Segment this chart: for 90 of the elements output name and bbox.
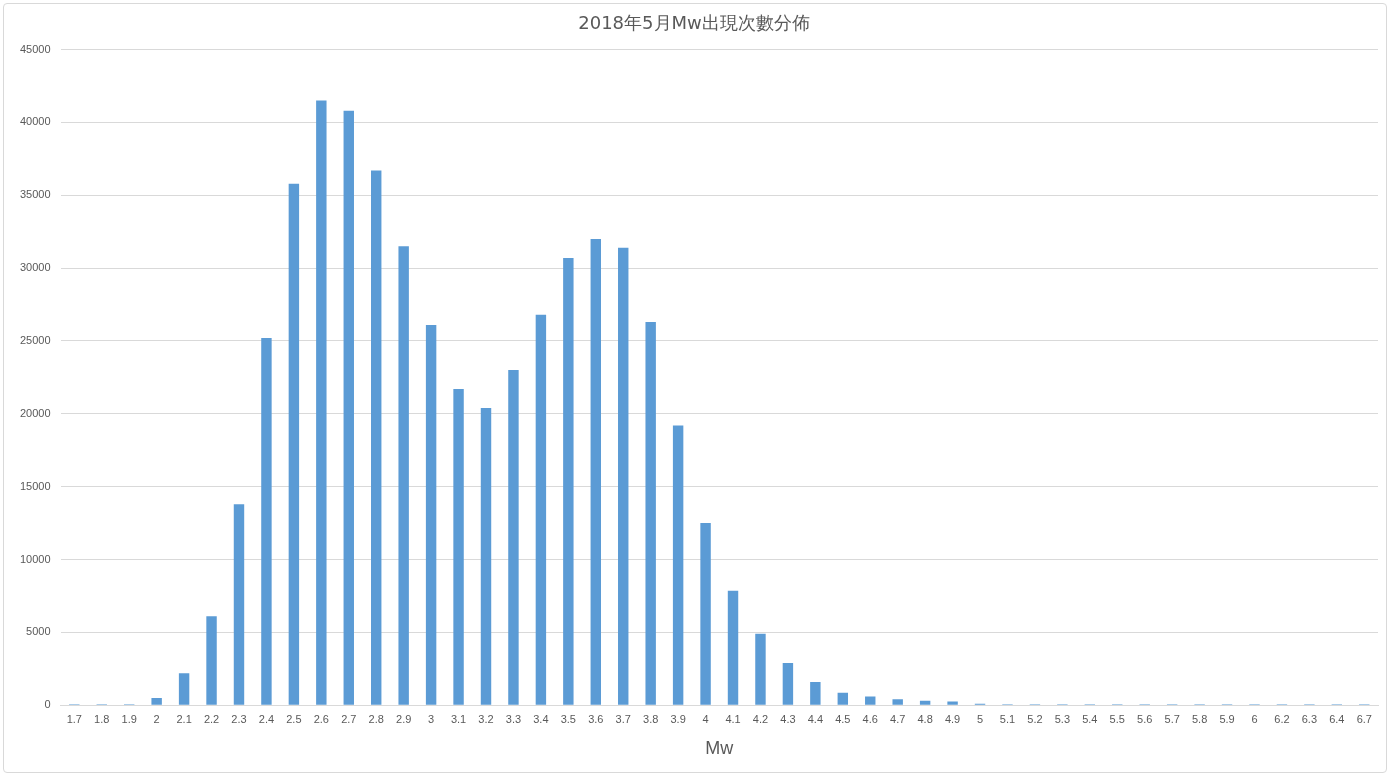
x-tick-label: 1.8 — [94, 712, 110, 725]
bar — [261, 338, 272, 705]
x-tick-label: 3.1 — [450, 712, 467, 725]
bar — [233, 504, 245, 705]
x-axis-title: Mw — [705, 738, 735, 759]
x-tick-label: 2.3 — [231, 712, 247, 725]
x-tick-label: 2.5 — [286, 712, 302, 725]
x-tick-label: 5.7 — [1164, 712, 1180, 725]
x-tick-label: 3.8 — [643, 712, 659, 725]
x-tick-label: 1.7 — [66, 712, 82, 725]
bar — [288, 183, 300, 705]
bar — [810, 681, 821, 705]
x-tick-label: 3.6 — [588, 712, 604, 725]
y-tick-label: 40000 — [19, 115, 51, 128]
bar — [535, 314, 547, 705]
x-tick-label: 5.2 — [1027, 712, 1043, 725]
x-tick-label: 1.9 — [121, 712, 137, 725]
x-tick-label: 5.8 — [1191, 712, 1208, 725]
bar — [947, 701, 958, 705]
bar — [316, 100, 327, 705]
y-tick-label: 20000 — [19, 406, 51, 419]
x-tick-label: 5.9 — [1219, 712, 1235, 725]
chart-title: 2018年5月Mw出現次數分佈 — [578, 12, 810, 34]
bar — [480, 408, 492, 705]
bar — [618, 247, 629, 705]
bar — [590, 239, 601, 705]
bar — [837, 692, 849, 705]
x-tick-label: 4.7 — [890, 712, 906, 725]
x-tick-label: 4.6 — [862, 712, 878, 725]
x-tick-label: 4.5 — [835, 712, 851, 725]
x-tick-label: 3.5 — [560, 712, 576, 725]
y-tick-label: 30000 — [19, 261, 51, 274]
x-tick-label: 5.1 — [999, 712, 1016, 725]
bar — [755, 633, 766, 705]
x-tick-label: 4.4 — [807, 712, 823, 725]
x-tick-label: 6.2 — [1274, 712, 1290, 725]
x-tick-label: 2 — [153, 712, 160, 725]
y-tick-label: 0 — [44, 698, 51, 711]
x-tick-label: 3.3 — [505, 712, 522, 725]
y-tick-label: 10000 — [19, 552, 51, 565]
x-tick-label: 2.1 — [176, 712, 192, 725]
x-tick-label: 6.7 — [1356, 712, 1372, 725]
bar — [206, 616, 217, 705]
bar — [178, 673, 190, 705]
bar — [727, 590, 739, 705]
x-tick-label: 2.9 — [396, 712, 412, 725]
x-tick-label: 6.3 — [1301, 712, 1318, 725]
x-tick-label: 4.1 — [725, 712, 741, 725]
x-tick-label: 3.7 — [615, 712, 631, 725]
bar — [919, 700, 931, 705]
y-tick-label: 25000 — [19, 334, 51, 347]
bar — [563, 257, 574, 705]
bar — [425, 324, 437, 705]
x-tick-label: 6.4 — [1329, 712, 1345, 725]
bar — [700, 523, 711, 705]
x-tick-label: 3 — [428, 712, 435, 725]
x-tick-label: 2.8 — [368, 712, 384, 725]
y-tick-label: 15000 — [19, 479, 51, 492]
y-tick-label: 35000 — [19, 188, 51, 201]
x-tick-label: 4.9 — [944, 712, 961, 725]
x-tick-label: 5.6 — [1137, 712, 1153, 725]
bar — [865, 696, 876, 705]
bar — [672, 425, 684, 705]
x-tick-label: 2.4 — [258, 712, 275, 725]
x-tick-label: 3.9 — [670, 712, 686, 725]
x-tick-label: 6 — [1251, 712, 1258, 725]
x-tick-label: 4 — [702, 712, 709, 725]
x-tick-label: 3.4 — [533, 712, 549, 725]
x-tick-label: 4.2 — [752, 712, 769, 725]
x-tick-label: 2.6 — [313, 712, 329, 725]
x-tick-label: 4.3 — [780, 712, 796, 725]
y-tick-label: 45000 — [19, 42, 51, 55]
bar — [508, 370, 519, 705]
x-tick-label: 4.8 — [917, 712, 933, 725]
x-tick-label: 5 — [976, 712, 984, 725]
bar — [782, 662, 794, 705]
x-tick-label: 3.2 — [478, 712, 494, 725]
bar — [645, 322, 656, 705]
x-tick-label: 2.7 — [341, 712, 357, 725]
x-tick-label: 5.4 — [1082, 712, 1098, 725]
bar — [371, 170, 382, 705]
bar — [398, 246, 409, 705]
x-tick-label: 2.2 — [203, 712, 220, 725]
y-tick-label: 5000 — [26, 625, 51, 638]
x-tick-label: 5.3 — [1054, 712, 1071, 725]
bar — [453, 389, 464, 705]
bar — [343, 110, 354, 705]
bar — [892, 699, 903, 705]
bar — [151, 697, 162, 705]
x-tick-label: 5.5 — [1109, 712, 1125, 725]
